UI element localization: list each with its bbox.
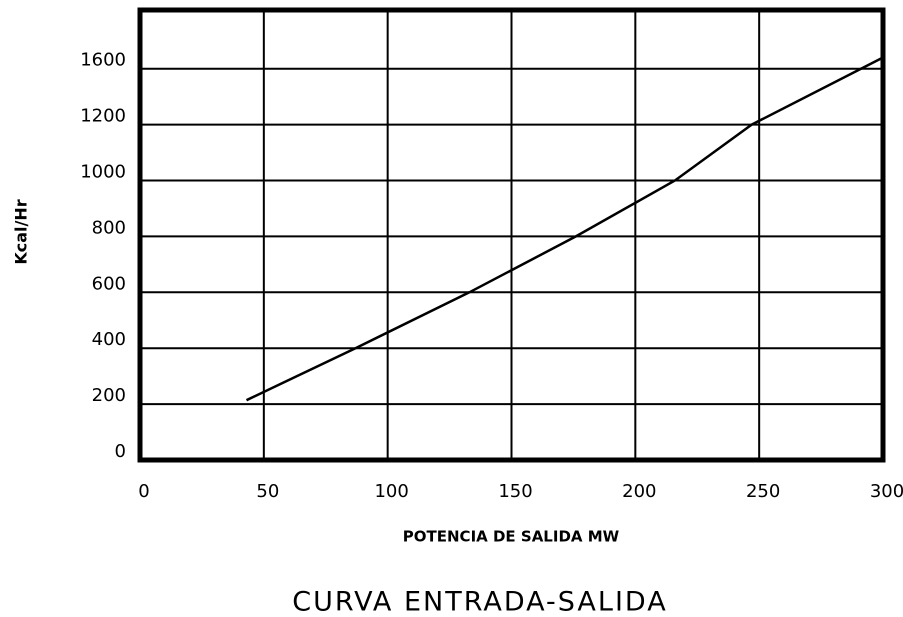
x-tick-label: 300 bbox=[870, 481, 903, 502]
y-tick-label: 600 bbox=[92, 273, 126, 294]
x-tick-label: 200 bbox=[622, 481, 656, 502]
y-tick-label: 200 bbox=[92, 385, 126, 406]
y-tick-label: 800 bbox=[92, 217, 126, 238]
y-tick-label: 1200 bbox=[80, 106, 126, 127]
x-tick-label: 250 bbox=[746, 481, 780, 502]
y-tick-label: 1000 bbox=[80, 161, 126, 182]
y-tick-label: 400 bbox=[92, 329, 126, 350]
x-tick-label: 0 bbox=[138, 481, 149, 502]
y-tick-label: 0 bbox=[115, 441, 126, 462]
y-tick-label: 1600 bbox=[80, 50, 126, 71]
x-tick-label: 150 bbox=[498, 481, 532, 502]
x-tick-label: 100 bbox=[374, 481, 408, 502]
plot-border bbox=[137, 7, 886, 463]
chart-title: CURVA ENTRADA-SALIDA bbox=[292, 587, 667, 617]
x-tick-label: 50 bbox=[256, 481, 279, 502]
data-line bbox=[245, 56, 884, 402]
x-axis-label: POTENCIA DE SALIDA MW bbox=[403, 528, 620, 546]
y-axis-label: Kcal/Hr bbox=[12, 199, 31, 264]
